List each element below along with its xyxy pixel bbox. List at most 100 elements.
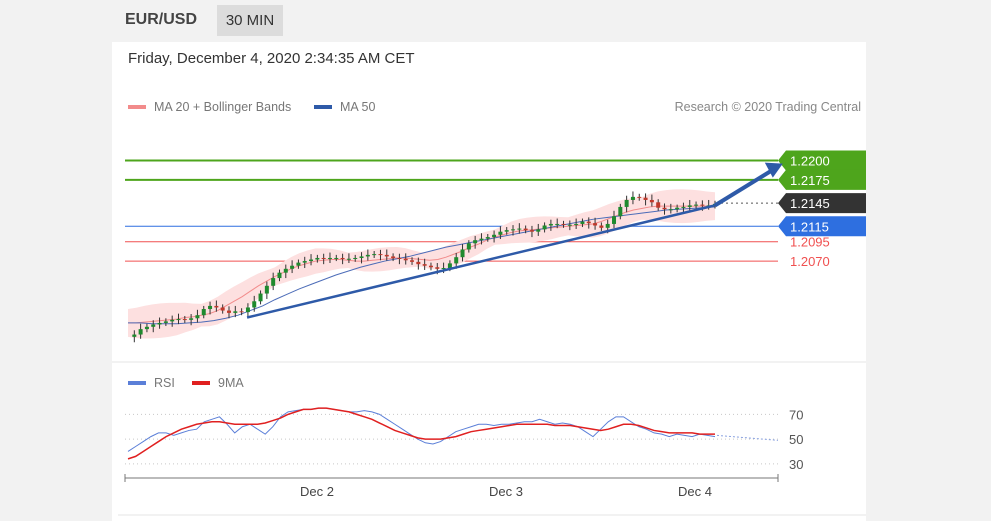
level-label-0: 1.2200	[778, 150, 866, 171]
candle-body	[542, 225, 547, 230]
candle-body	[511, 229, 516, 231]
candle-body	[283, 268, 288, 273]
candle-body	[656, 202, 661, 208]
candle-body	[410, 260, 415, 262]
candle-body	[567, 224, 572, 226]
candle-body	[416, 261, 421, 265]
candle-body	[334, 257, 339, 259]
candle-body	[151, 324, 156, 327]
candle-body	[170, 319, 175, 322]
rsi-tick-label-30: 30	[789, 457, 803, 472]
candle-body	[473, 240, 478, 244]
candle-body	[574, 223, 579, 225]
level-tag-3	[778, 216, 866, 237]
candle-body	[264, 285, 269, 294]
candle-body	[176, 319, 181, 321]
level-label-1: 1.2175	[778, 169, 866, 190]
candle-body	[561, 223, 566, 225]
level-tag-0	[778, 150, 866, 171]
ma9-label: 9MA	[218, 376, 244, 390]
candle-body	[580, 221, 585, 224]
ma20-swatch	[128, 105, 146, 109]
x-tick-label-0: Dec 2	[300, 484, 334, 499]
candle-body	[618, 206, 623, 217]
x-tick-label-2: Dec 4	[678, 484, 712, 499]
candle-body	[441, 268, 446, 270]
candle-body	[252, 301, 257, 308]
candle-body	[668, 209, 673, 211]
legend-rsi: RSI	[128, 376, 175, 390]
candle-body	[346, 258, 351, 260]
candle-body	[529, 230, 534, 232]
candle-body	[460, 249, 465, 258]
candle-body	[630, 196, 635, 200]
projection-arrow-head	[764, 162, 783, 178]
candle-body	[296, 262, 301, 266]
candle-body	[132, 334, 137, 337]
candle-body	[454, 257, 459, 264]
candle-body	[182, 319, 187, 321]
level-value-0: 1.2200	[790, 154, 830, 169]
candle-body	[372, 254, 377, 256]
candle-body	[384, 254, 389, 257]
candle-body	[359, 256, 364, 258]
currency-pair-title: EUR/USD	[125, 11, 198, 28]
candle-body	[138, 329, 143, 335]
candle-body	[353, 257, 358, 259]
candle-body	[397, 257, 402, 259]
candle-body	[675, 207, 680, 210]
candle-body	[195, 315, 200, 319]
level-label-5: 1.2070	[790, 254, 830, 269]
candle-body	[700, 204, 705, 206]
candle-body	[226, 310, 231, 313]
candle-body	[208, 305, 213, 310]
candle-body	[201, 309, 206, 316]
candle-body	[163, 321, 168, 323]
timeframe-button[interactable]: 30 MIN	[217, 5, 283, 36]
rsi-tick-label-70: 70	[789, 407, 803, 422]
candle-body	[479, 238, 484, 241]
ma20-label: MA 20 + Bollinger Bands	[154, 100, 292, 114]
candle-body	[555, 223, 560, 225]
candle-body	[277, 272, 282, 279]
level-value-3: 1.2115	[790, 219, 829, 234]
level-tag-1	[778, 169, 866, 190]
candle-body	[485, 237, 490, 239]
candle-body	[612, 216, 617, 224]
candle-body	[365, 254, 370, 257]
rsi-projection	[716, 434, 779, 441]
legend-ma50: MA 50	[314, 100, 375, 114]
level-value-1: 1.2175	[790, 173, 830, 188]
candle-body	[492, 234, 497, 238]
candle-body	[523, 228, 528, 231]
ma9-swatch	[192, 381, 210, 385]
candle-body	[643, 197, 648, 200]
level-label-3: 1.2115	[778, 216, 866, 237]
candle-body	[327, 257, 332, 259]
level-value-2: 1.2145	[790, 196, 830, 211]
trendline	[246, 204, 716, 319]
rsi-tick-label-50: 50	[789, 432, 803, 447]
level-value-4: 1.2095	[790, 235, 830, 250]
candle-body	[466, 243, 471, 250]
candle-body	[428, 265, 433, 268]
candle-body	[605, 223, 610, 228]
candle-body	[245, 307, 250, 313]
timestamp: Friday, December 4, 2020 2:34:35 AM CET	[128, 50, 415, 67]
candle-body	[593, 223, 598, 226]
level-label-4: 1.2095	[790, 235, 830, 250]
candle-body	[662, 207, 667, 210]
candle-body	[694, 204, 699, 206]
candle-body	[637, 196, 642, 198]
candle-body	[157, 322, 162, 325]
candle-body	[403, 258, 408, 261]
candle-body	[378, 254, 383, 256]
candle-body	[271, 278, 276, 286]
legend-ma20: MA 20 + Bollinger Bands	[128, 100, 291, 114]
ma50-line	[128, 206, 716, 325]
candle-body	[309, 259, 314, 262]
candle-body	[536, 229, 541, 232]
candle-body	[239, 311, 244, 313]
legend-9ma: 9MA	[192, 376, 244, 390]
